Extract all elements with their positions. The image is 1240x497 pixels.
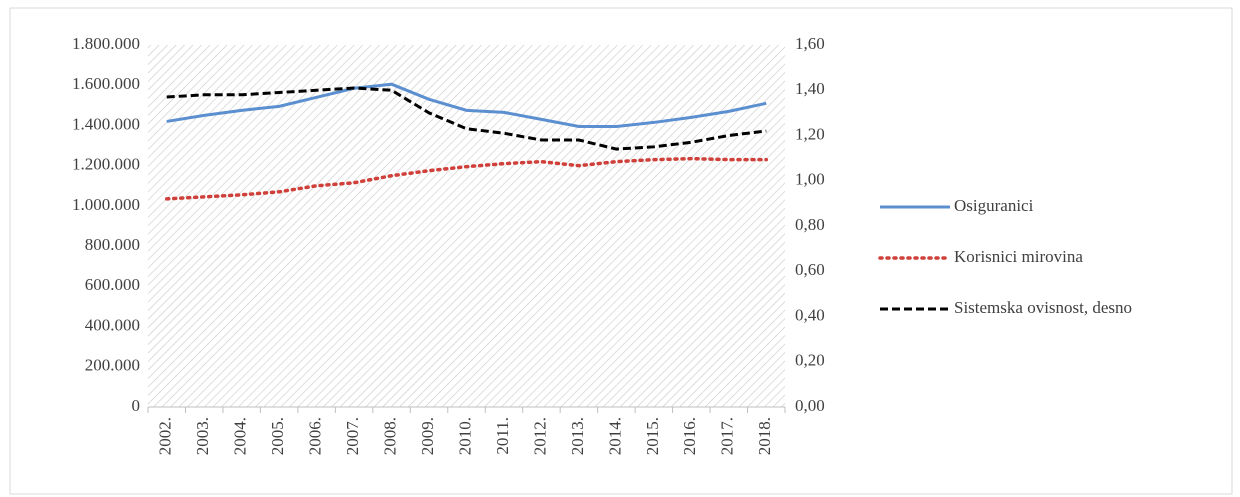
legend-label: Korisnici mirovina [954,247,1083,266]
y2-tick-label: 0,20 [795,351,825,370]
y-tick-label: 1.200.000 [72,155,140,174]
y2-tick-label: 0,40 [795,305,825,324]
y-tick-label: 600.000 [85,275,140,294]
plot-area [148,45,785,407]
x-tick-label: 2017. [718,417,737,455]
y-tick-label: 1.400.000 [72,114,140,133]
y2-tick-label: 1,60 [795,34,825,53]
y-tick-label: 400.000 [85,315,140,334]
y-tick-label: 800.000 [85,235,140,254]
x-tick-label: 2006. [306,417,325,455]
y-tick-label: 1.800.000 [72,34,140,53]
x-tick-label: 2016. [680,417,699,455]
y2-tick-label: 0,00 [795,396,825,415]
x-tick-label: 2013. [568,417,587,455]
y2-tick-label: 1,20 [795,124,825,143]
x-tick-label: 2008. [380,417,399,455]
x-tick-label: 2010. [455,417,474,455]
x-tick-label: 2011. [493,417,512,455]
y2-tick-label: 0,80 [795,215,825,234]
y-tick-label: 1.000.000 [72,195,140,214]
x-tick-label: 2009. [418,417,437,455]
series-line [164,156,769,201]
y-tick-label: 200.000 [85,356,140,375]
x-tick-label: 2018. [755,417,774,455]
y2-tick-label: 1,00 [795,170,825,189]
x-tick-label: 2012. [530,417,549,455]
x-tick-label: 2015. [643,417,662,455]
legend-label: Osiguranici [954,196,1034,215]
y2-tick-label: 0,60 [795,260,825,279]
x-tick-label: 2007. [343,417,362,455]
x-tick-label: 2003. [193,417,212,455]
y-tick-label: 1.600.000 [72,74,140,93]
y-tick-label: 0 [132,396,141,415]
series-line [166,82,767,128]
x-tick-label: 2002. [156,417,175,455]
legend-label: Sistemska ovisnost, desno [954,298,1132,317]
x-tick-label: 2004. [231,417,250,455]
series-line [166,86,767,151]
x-tick-label: 2005. [268,417,287,455]
y2-tick-label: 1,40 [795,79,825,98]
x-tick-label: 2014. [605,417,624,455]
